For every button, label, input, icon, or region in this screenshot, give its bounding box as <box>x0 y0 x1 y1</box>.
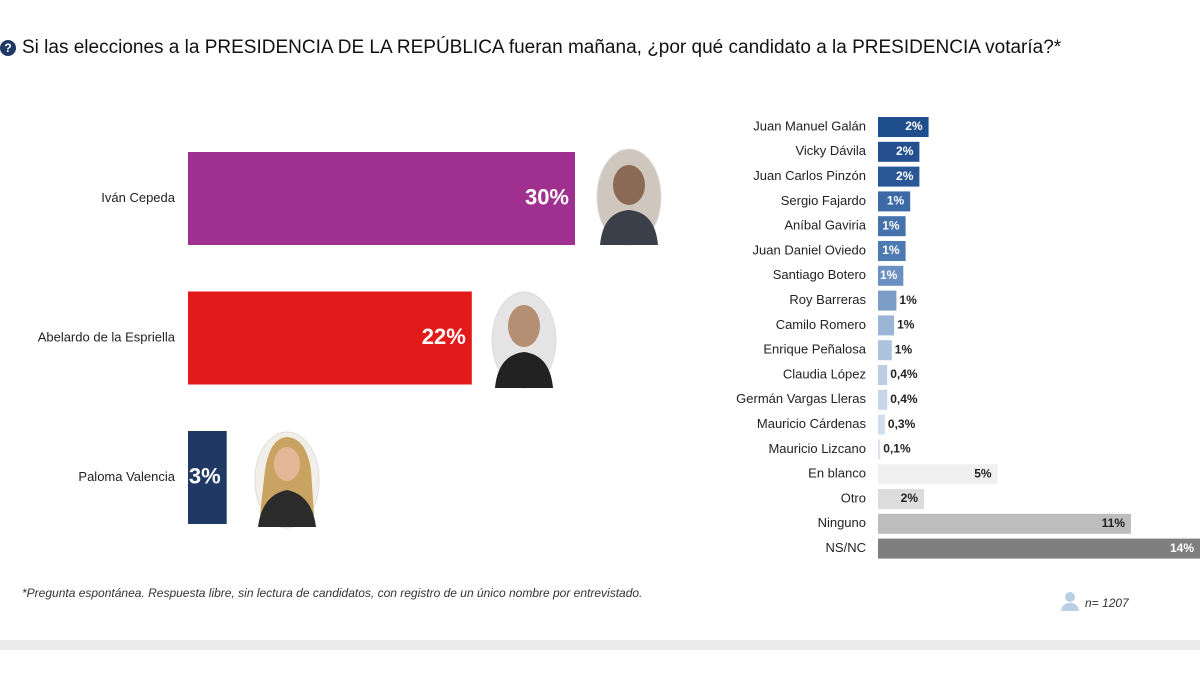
category-label: Roy Barreras <box>789 292 866 307</box>
category-label: Claudia López <box>783 366 866 381</box>
bar <box>878 141 920 162</box>
category-label: Iván Cepeda <box>101 190 175 205</box>
value-label: 22% <box>422 324 466 349</box>
photo-face <box>274 447 300 481</box>
bar <box>878 191 911 212</box>
bar <box>878 216 906 237</box>
category-label: Santiago Botero <box>773 267 866 282</box>
value-label: 1% <box>882 243 900 257</box>
category-label: Ninguno <box>818 515 866 530</box>
help-icon <box>0 40 16 56</box>
bar <box>878 290 897 311</box>
bar <box>878 166 920 187</box>
bar <box>188 152 575 245</box>
help-icon-mark: ? <box>4 41 11 55</box>
bar <box>878 414 885 435</box>
photo-body <box>258 490 316 527</box>
value-label: 1% <box>897 318 915 332</box>
value-label: 2% <box>905 119 923 133</box>
value-label: 2% <box>896 169 914 183</box>
category-label: Mauricio Cárdenas <box>757 416 867 431</box>
category-label: En blanco <box>808 466 866 481</box>
value-label: 14% <box>1170 541 1194 555</box>
footer-band <box>0 640 1200 650</box>
category-label: Otro <box>841 490 866 505</box>
footnote: *Pregunta espontánea. Respuesta libre, s… <box>22 586 642 600</box>
sample-icon <box>1065 592 1075 602</box>
bar <box>878 489 924 509</box>
category-label: Mauricio Lizcano <box>768 441 866 456</box>
photo-body <box>600 210 658 245</box>
value-label: 1% <box>895 342 913 356</box>
bar <box>878 538 1200 559</box>
category-label: NS/NC <box>826 540 866 555</box>
bar <box>878 265 904 286</box>
photo-face <box>613 165 645 205</box>
bar <box>878 464 998 485</box>
value-label: 3% <box>189 463 221 488</box>
value-label: 0,1% <box>883 442 911 456</box>
bar <box>188 291 472 385</box>
bar <box>878 241 906 261</box>
category-label: Juan Manuel Galán <box>753 118 866 133</box>
value-label: 5% <box>974 466 992 480</box>
category-label: Abelardo de la Espriella <box>38 329 176 344</box>
value-label: 30% <box>525 184 569 209</box>
bar <box>878 340 892 361</box>
value-label: 0,4% <box>890 392 918 406</box>
bar <box>878 389 888 410</box>
category-label: Juan Carlos Pinzón <box>753 168 866 183</box>
photo-face <box>508 305 540 347</box>
value-label: 2% <box>896 144 914 158</box>
value-label: 1% <box>899 293 917 307</box>
bar <box>878 365 888 385</box>
bar <box>878 315 895 336</box>
category-label: Aníbal Gaviria <box>784 218 866 233</box>
photo-body <box>495 352 553 388</box>
category-label: Camilo Romero <box>776 317 866 332</box>
bar <box>878 117 929 137</box>
photos <box>254 148 662 529</box>
value-label: 11% <box>1102 516 1126 530</box>
sample-icon <box>1061 603 1079 611</box>
category-label: Vicky Dávila <box>795 143 866 158</box>
category-label: Enrique Peñalosa <box>763 342 866 357</box>
category-label: Germán Vargas Lleras <box>736 391 866 406</box>
value-label: 1% <box>887 194 905 208</box>
value-label: 1% <box>882 218 900 232</box>
title: Si las elecciones a la PRESIDENCIA DE LA… <box>22 36 1062 58</box>
value-label: 2% <box>901 491 919 505</box>
bar <box>188 431 227 524</box>
bar <box>878 439 881 460</box>
value-label: 0,4% <box>890 367 918 381</box>
category-label: Sergio Fajardo <box>781 193 866 208</box>
value-label: 1% <box>880 268 898 282</box>
sample-size: n= 1207 <box>1085 596 1130 610</box>
bar <box>878 513 1131 534</box>
category-label: Juan Daniel Oviedo <box>753 242 866 257</box>
category-label: Paloma Valencia <box>78 469 175 484</box>
value-label: 0,3% <box>888 417 916 431</box>
